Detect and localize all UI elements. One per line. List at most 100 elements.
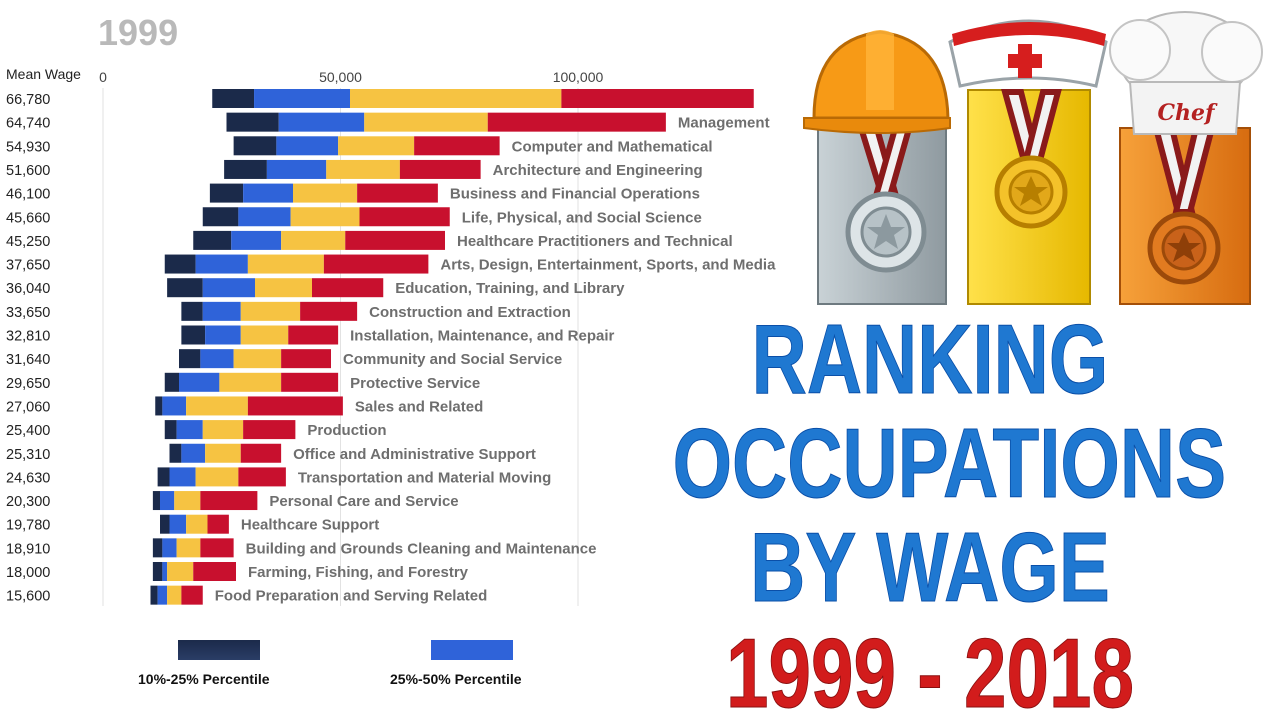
bar-segment bbox=[181, 443, 206, 463]
occupation-label: Sales and Related bbox=[355, 398, 483, 415]
bar-segment bbox=[345, 230, 445, 250]
bar-segment bbox=[202, 207, 239, 227]
bar-segment bbox=[195, 467, 239, 487]
bar-segment bbox=[255, 278, 312, 298]
bar-segment bbox=[169, 467, 196, 487]
occupation-label: Healthcare Practitioners and Technical bbox=[457, 233, 733, 250]
occupation-label: Community and Social Service bbox=[343, 351, 562, 368]
bar-segment bbox=[155, 396, 163, 416]
bar-segment bbox=[152, 538, 163, 558]
mean-wage-label: 25,400 bbox=[6, 423, 50, 439]
bar-segment bbox=[162, 538, 177, 558]
bar-segment bbox=[152, 562, 163, 581]
bar-segment bbox=[164, 372, 179, 392]
mean-wage-label: 37,650 bbox=[6, 258, 50, 274]
bar-segment bbox=[288, 325, 339, 345]
bar-segment bbox=[174, 491, 201, 511]
bar-segment bbox=[176, 420, 203, 440]
mean-wage-label: 33,650 bbox=[6, 305, 50, 321]
mean-wage-label: 31,640 bbox=[6, 352, 50, 368]
occupation-label: Computer and Mathematical bbox=[512, 138, 713, 155]
bar-segment bbox=[207, 514, 229, 534]
bar-segment bbox=[202, 278, 255, 298]
bar-segment bbox=[195, 254, 248, 274]
bar-segment bbox=[179, 372, 220, 392]
bar-segment bbox=[150, 585, 158, 605]
bar-segment bbox=[169, 443, 182, 463]
mean-wage-label: 24,630 bbox=[6, 470, 50, 486]
bar-segment bbox=[181, 325, 206, 345]
mean-wage-label: 15,600 bbox=[6, 589, 50, 605]
bar-segment bbox=[193, 562, 236, 581]
bar-segment bbox=[243, 183, 293, 203]
bar-segment bbox=[212, 89, 255, 108]
bar-segment bbox=[200, 538, 234, 558]
bar-segment bbox=[359, 207, 450, 227]
bar-segment bbox=[561, 89, 754, 108]
bar-segment bbox=[357, 183, 438, 203]
bar-segment bbox=[300, 301, 358, 321]
bar-segment bbox=[209, 183, 244, 203]
bar-segment bbox=[240, 325, 289, 345]
title-block: RANKING OCCUPATIONS BY WAGE 1999 - 2018 bbox=[600, 310, 1260, 723]
bar-segment bbox=[167, 278, 203, 298]
occupation-label: Office and Administrative Support bbox=[293, 446, 536, 463]
hard-hat-icon bbox=[803, 30, 951, 134]
occupation-label: Production bbox=[307, 422, 386, 439]
bar-segment bbox=[350, 89, 562, 108]
bar-segment bbox=[200, 491, 258, 511]
bar-segment bbox=[186, 514, 208, 534]
bar-segment bbox=[224, 159, 267, 179]
mean-wage-label: 20,300 bbox=[6, 494, 50, 510]
bar-segment bbox=[162, 562, 168, 581]
bar-segment bbox=[231, 230, 282, 250]
bar-segment bbox=[205, 325, 241, 345]
title-line-occupations: OCCUPATIONS bbox=[672, 408, 1227, 518]
mean-wage-label: 32,810 bbox=[6, 329, 50, 345]
bar-segment bbox=[167, 585, 182, 605]
occupation-label: Personal Care and Service bbox=[269, 493, 458, 510]
bar-segment bbox=[202, 420, 244, 440]
mean-wage-label: 45,660 bbox=[6, 210, 50, 226]
mean-wage-label: 46,100 bbox=[6, 187, 50, 203]
occupation-label: Life, Physical, and Social Science bbox=[462, 209, 702, 226]
bar-segment bbox=[181, 301, 203, 321]
bar-segment bbox=[164, 420, 177, 440]
bar-segment bbox=[240, 301, 301, 321]
legend-swatch-25-50 bbox=[431, 640, 513, 660]
mean-wage-label: 25,310 bbox=[6, 447, 50, 463]
bar-segment bbox=[414, 136, 500, 156]
occupation-label: Healthcare Support bbox=[241, 517, 379, 534]
bar-segment bbox=[205, 443, 241, 463]
bar-segment bbox=[323, 254, 429, 274]
bar-segment bbox=[238, 207, 291, 227]
bar-segment bbox=[281, 372, 339, 392]
bar-segment bbox=[157, 585, 168, 605]
bar-segment bbox=[160, 514, 170, 534]
bar-segment bbox=[233, 136, 277, 156]
bar-segment bbox=[312, 278, 384, 298]
occupation-label: Management bbox=[678, 115, 770, 132]
x-tick-label: 0 bbox=[99, 69, 107, 85]
x-tick-label: 50,000 bbox=[319, 69, 362, 85]
legend-swatch-10-25 bbox=[178, 640, 260, 660]
bar-segment bbox=[293, 183, 358, 203]
bar-segment bbox=[281, 349, 331, 369]
mean-wage-label: 51,600 bbox=[6, 163, 50, 179]
bar-segment bbox=[238, 467, 286, 487]
bar-segment bbox=[179, 349, 201, 369]
bar-segment bbox=[200, 349, 234, 369]
bar-segment bbox=[247, 254, 324, 274]
year-label: 1999 bbox=[98, 12, 179, 53]
bar-segment bbox=[240, 443, 282, 463]
bar-segment bbox=[152, 491, 160, 511]
occupation-label: Construction and Extraction bbox=[369, 304, 571, 321]
bar-segment bbox=[278, 112, 365, 132]
bar-segment bbox=[193, 230, 232, 250]
silver-medal-icon bbox=[845, 115, 927, 273]
bar-segment bbox=[186, 396, 248, 416]
bar-segment bbox=[162, 396, 187, 416]
bar-segment bbox=[399, 159, 481, 179]
y-axis-header: Mean Wage bbox=[6, 66, 81, 82]
occupation-label: Building and Grounds Cleaning and Mainte… bbox=[246, 540, 597, 557]
